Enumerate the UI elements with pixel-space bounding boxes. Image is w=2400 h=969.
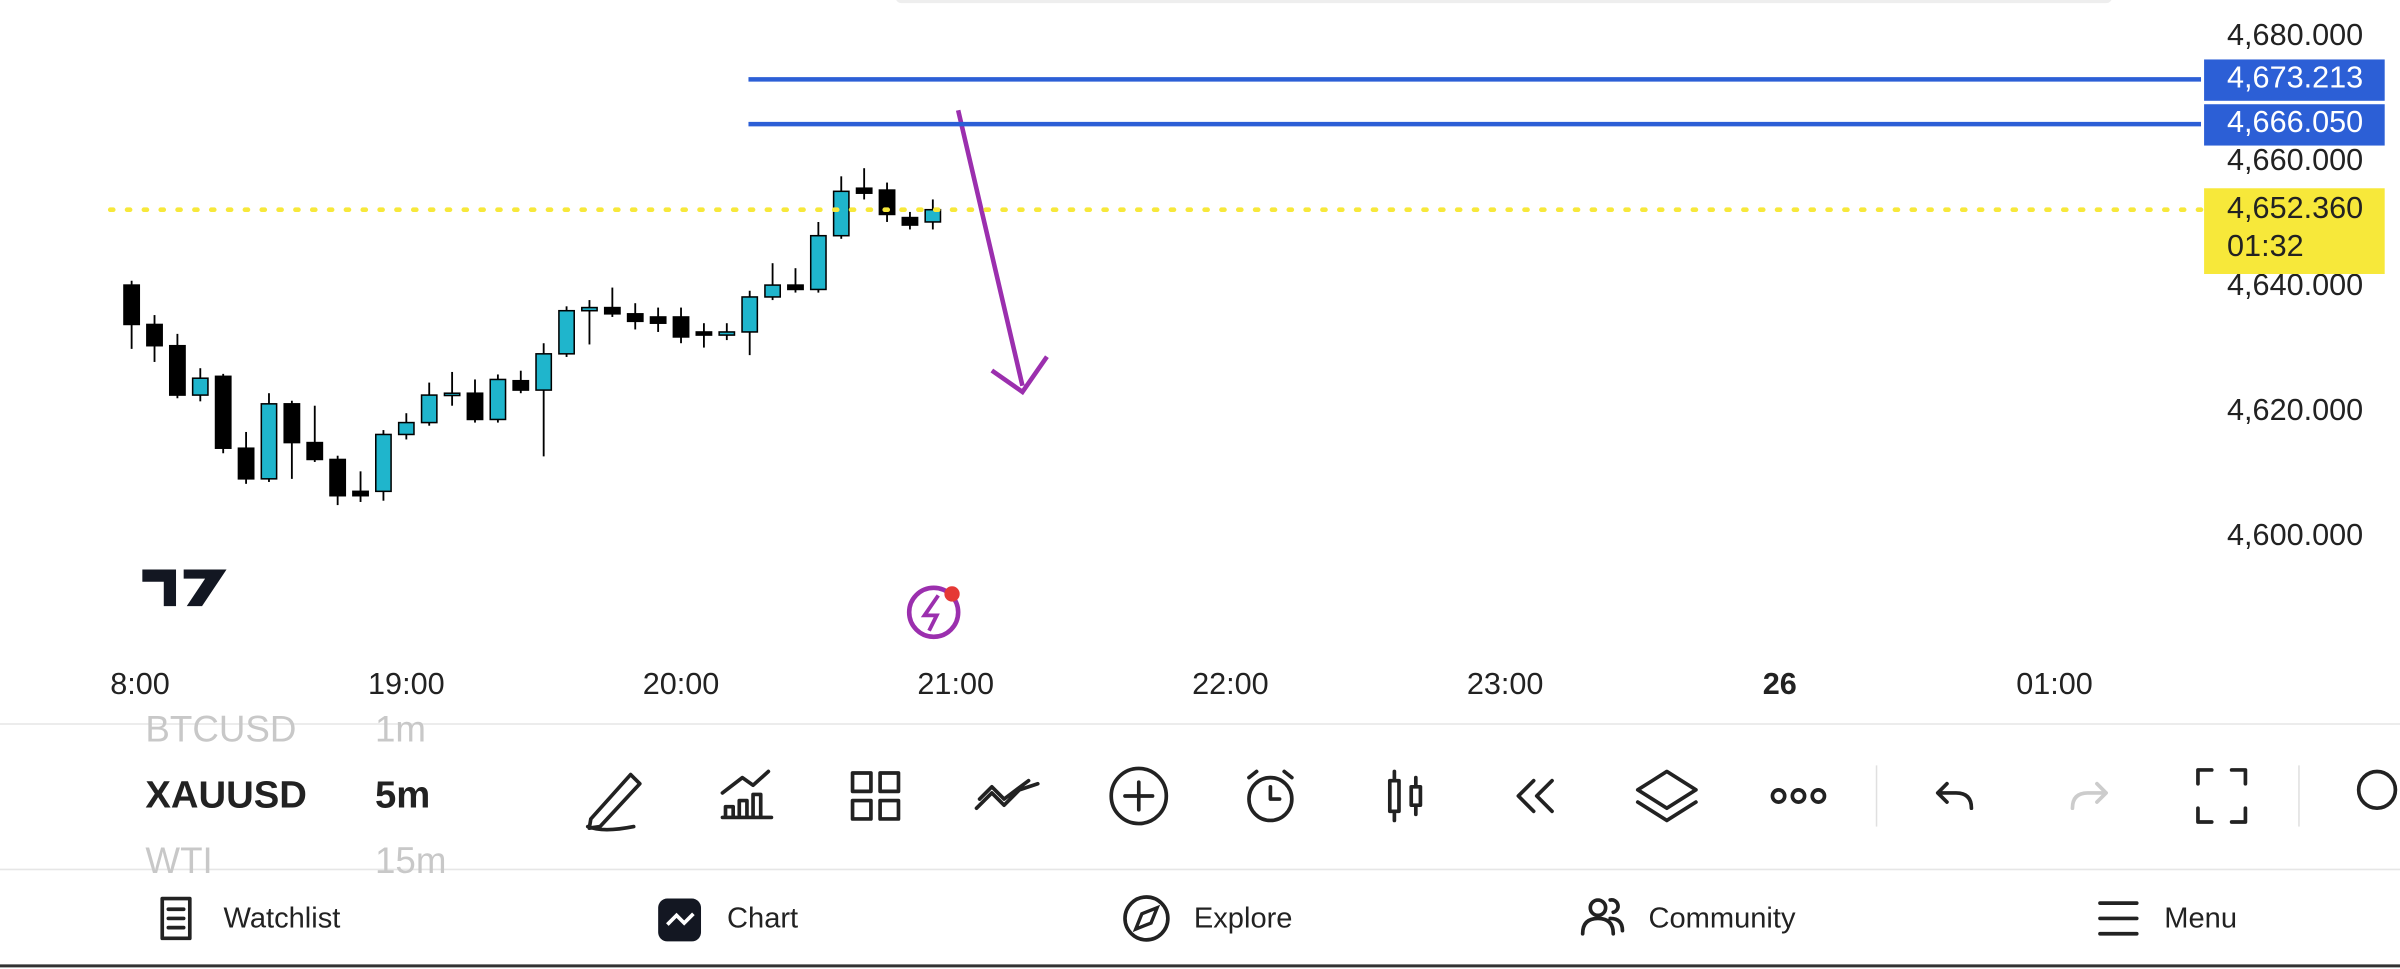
candle-body — [809, 234, 827, 291]
tv-logo — [142, 569, 227, 607]
price-label: 4,673.213 — [2227, 60, 2363, 94]
candle-body — [672, 316, 690, 338]
layout-button[interactable] — [850, 771, 901, 821]
compare-button[interactable] — [974, 778, 1040, 811]
candle-body — [146, 323, 163, 347]
candle-body — [466, 392, 484, 421]
x-tick-label: 26 — [1763, 667, 1797, 701]
alert-dot — [944, 586, 960, 602]
nav-item[interactable]: Menu — [2164, 903, 2237, 935]
candle-body — [695, 331, 713, 336]
candle-body — [123, 284, 141, 326]
alert-icon[interactable] — [906, 585, 961, 640]
undo-button[interactable] — [1935, 781, 1974, 811]
interval[interactable]: 15m — [375, 840, 446, 881]
toolbar — [585, 766, 2398, 832]
y-tick-label: 4,620.000 — [2227, 393, 2363, 427]
x-tick-label: 21:00 — [917, 667, 994, 701]
interval[interactable]: 1m — [375, 708, 426, 749]
x-tick-label: 01:00 — [2016, 667, 2093, 701]
candle-body — [741, 296, 759, 333]
candle-body — [329, 458, 347, 497]
nav-item[interactable]: Explore — [1194, 903, 1293, 935]
candle-body — [260, 403, 278, 480]
replay-button[interactable] — [1516, 778, 1554, 814]
add-button[interactable] — [1109, 766, 1169, 826]
y-tick-label: 4,660.000 — [2227, 143, 2363, 177]
candle-body — [787, 284, 804, 291]
x-tick-label: 23:00 — [1467, 667, 1544, 701]
candle-body — [924, 208, 942, 223]
candle-body — [649, 316, 667, 324]
candle-body — [581, 306, 598, 312]
nav-item[interactable]: Chart — [727, 903, 798, 935]
last-price-label: 4,652.360 — [2227, 191, 2363, 225]
nav-item[interactable]: Community — [1648, 903, 1795, 935]
symbol[interactable]: WTI — [145, 840, 212, 881]
x-tick-label: 19:00 — [368, 667, 445, 701]
price-label-box — [2204, 104, 2385, 146]
bolt — [920, 594, 940, 632]
candle-body — [764, 284, 782, 298]
candle-body — [512, 379, 530, 391]
nav-item[interactable]: Watchlist — [223, 903, 340, 935]
candle-body — [603, 306, 621, 315]
redo-button[interactable] — [2070, 781, 2108, 811]
community-icon — [1580, 898, 1625, 936]
candle-body — [352, 490, 369, 497]
y-tick-label: 4,680.000 — [2227, 18, 2363, 52]
candle-body — [283, 403, 301, 444]
candle-body — [535, 353, 553, 391]
symbol[interactable]: BTCUSD — [145, 708, 296, 749]
explore-needle — [1132, 904, 1161, 933]
candle-body — [558, 309, 575, 355]
x-tick-label: 8:00 — [110, 667, 170, 701]
interval[interactable]: 5m — [375, 774, 430, 817]
candle-body — [168, 344, 186, 396]
candle-body — [718, 331, 736, 336]
ideas-button[interactable] — [2356, 769, 2398, 811]
last-price-box — [2204, 188, 2385, 274]
x-tick-label: 22:00 — [1192, 667, 1269, 701]
more-button[interactable] — [1770, 788, 1787, 804]
layers-button[interactable] — [1635, 769, 1698, 823]
explore-icon — [1123, 895, 1170, 942]
candle-body — [237, 447, 255, 480]
chart-icon-line — [666, 912, 695, 926]
candle-body — [397, 421, 415, 436]
symbol[interactable]: XAUUSD — [145, 774, 307, 817]
candle-body — [832, 190, 850, 237]
x-tick-label: 20:00 — [643, 667, 720, 701]
candle-body — [626, 313, 644, 323]
candle-body — [191, 377, 209, 396]
price-label-box — [2204, 59, 2385, 101]
nav-bar: Watchlist Chart Explore Community Menu — [160, 895, 2237, 942]
fullscreen-button[interactable] — [2196, 768, 2248, 824]
menu-icon — [2098, 901, 2139, 936]
candle-body — [214, 375, 232, 449]
alert-button[interactable] — [1247, 775, 1294, 823]
candle-body — [855, 187, 873, 194]
chart-type-button[interactable] — [1387, 769, 1423, 823]
countdown: 01:32 — [2227, 229, 2304, 263]
candle-body — [420, 394, 438, 424]
candle-body — [489, 378, 507, 421]
candle-body — [375, 433, 392, 493]
candle-body — [901, 216, 919, 226]
indicators-button[interactable] — [720, 769, 774, 820]
y-tick-label: 4,600.000 — [2227, 518, 2363, 552]
candle-body — [443, 392, 461, 397]
top-panel-edge — [896, 0, 2112, 4]
candle-body — [306, 441, 324, 461]
arrow-drawing — [955, 109, 1049, 396]
draw-button[interactable] — [585, 772, 642, 832]
price-label: 4,666.050 — [2227, 105, 2363, 139]
watchlist-icon — [160, 896, 192, 941]
